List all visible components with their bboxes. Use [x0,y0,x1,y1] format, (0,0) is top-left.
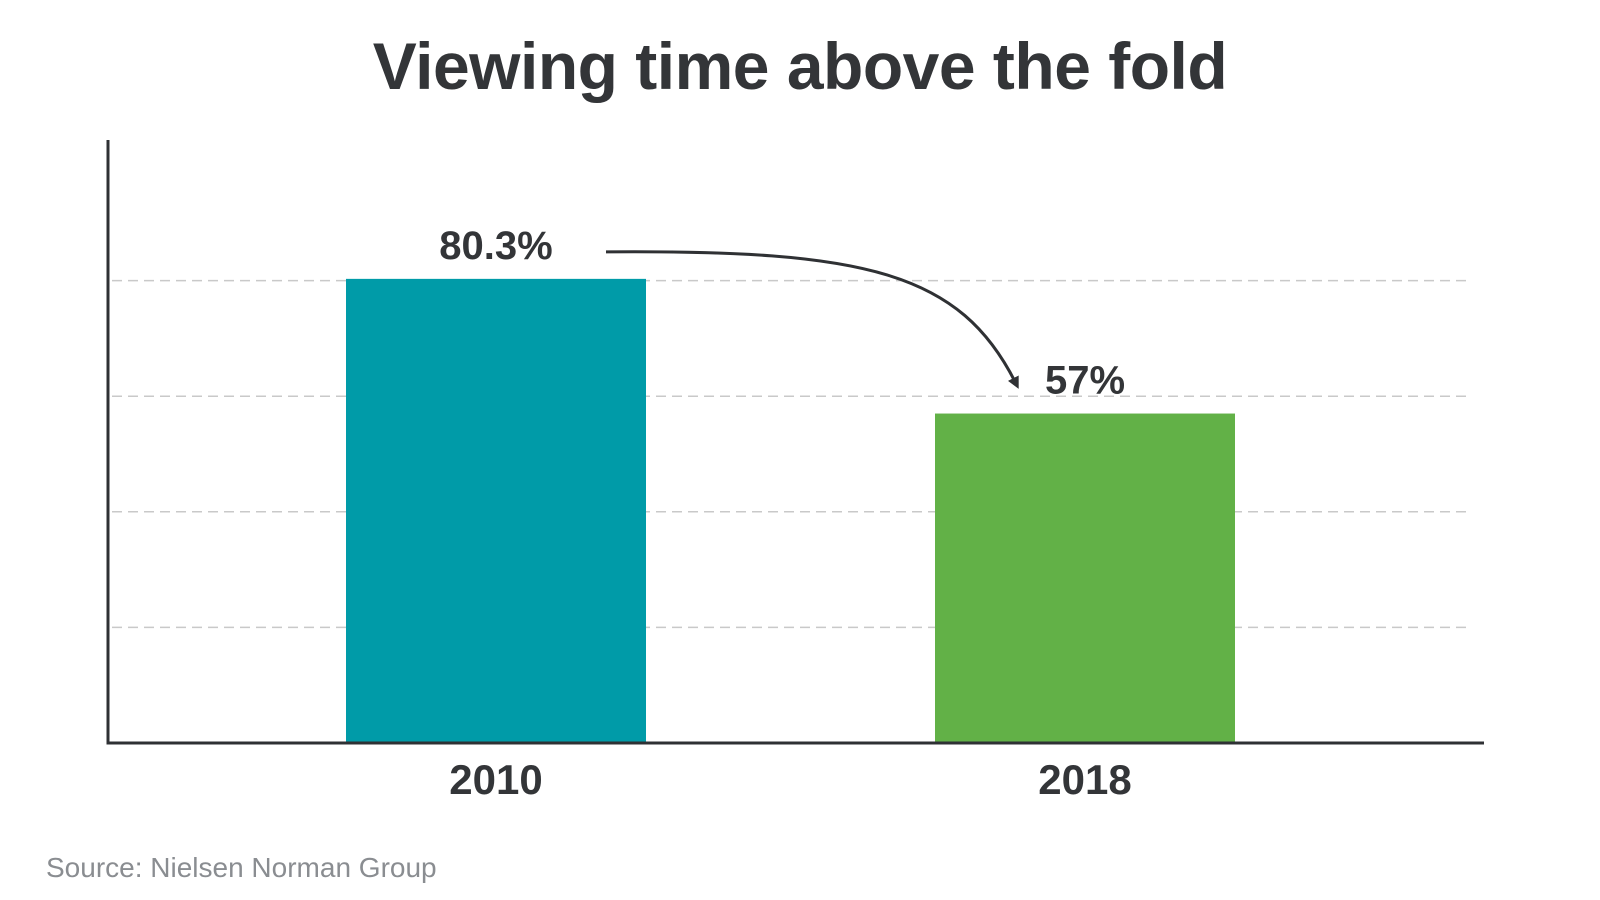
data-label-2010: 80.3% [439,224,552,268]
bars [346,278,1235,743]
bar-2010 [346,278,646,743]
source-note: Source: Nielsen Norman Group [46,852,437,883]
bar-2018 [935,413,1235,743]
chart-title: Viewing time above the fold [372,29,1228,103]
data-label-2018: 57% [1045,359,1125,403]
axes [106,140,1484,745]
gridlines [112,279,1472,629]
annotations [605,250,1019,389]
labels: 80.3% 2010 57% 2018 [439,224,1131,803]
tick-label-2010: 2010 [449,756,542,803]
decrease-arrow [605,250,1019,389]
tick-label-2018: 2018 [1038,756,1131,803]
